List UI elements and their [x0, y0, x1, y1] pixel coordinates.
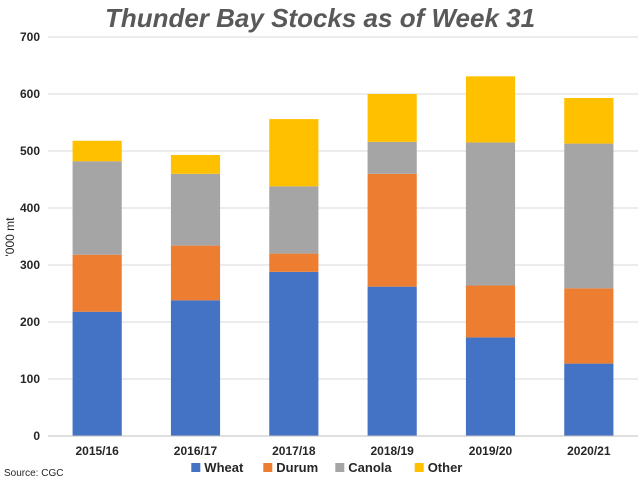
bar-segment-canola — [170, 173, 221, 246]
gridlines — [48, 36, 638, 380]
y-axis: 0 100 200 300 400 500 600 700 — [20, 30, 40, 443]
bar-segment-other — [564, 97, 614, 144]
legend-swatch-durum — [263, 463, 273, 472]
y-tick-label: 400 — [20, 201, 40, 215]
chart-title: Thunder Bay Stocks as of Week 31 — [105, 3, 535, 33]
x-tick-label: 2018/19 — [370, 444, 414, 458]
bar-segment-canola — [269, 186, 319, 254]
x-tick-label: 2019/20 — [469, 444, 513, 458]
legend-swatch-wheat — [191, 463, 201, 472]
bar-segment-canola — [367, 141, 417, 174]
legend-swatch-other — [414, 463, 424, 472]
bar-segment-other — [269, 119, 319, 187]
bar-segment-canola — [72, 161, 122, 255]
bar-segment-wheat — [170, 300, 221, 436]
y-tick-label: 100 — [20, 372, 40, 386]
bar-segment-durum — [465, 285, 516, 338]
bar-segment-wheat — [269, 271, 319, 436]
y-tick-label: 500 — [20, 144, 40, 158]
bar-segment-wheat — [465, 337, 516, 436]
y-axis-label: '000 mt — [3, 217, 17, 257]
bar-segment-wheat — [72, 311, 122, 436]
legend-swatch-canola — [335, 463, 345, 472]
bar-segment-durum — [170, 245, 221, 301]
y-tick-label: 0 — [33, 429, 40, 443]
legend: Wheat Durum Canola Other — [191, 460, 462, 475]
legend-label-canola: Canola — [348, 460, 392, 475]
x-tick-label: 2020/21 — [567, 444, 611, 458]
x-tick-label: 2017/18 — [272, 444, 316, 458]
bar-segment-wheat — [564, 363, 614, 436]
y-tick-label: 300 — [20, 258, 40, 272]
x-tick-label: 2015/16 — [75, 444, 119, 458]
x-axis: 2015/16 2016/17 2017/18 2018/19 2019/20 2020/… — [48, 435, 638, 458]
y-tick-label: 600 — [20, 87, 40, 101]
bar-segment-wheat — [367, 286, 417, 436]
legend-label-durum: Durum — [276, 460, 318, 475]
legend-label-other: Other — [428, 460, 463, 475]
y-tick-label: 700 — [20, 30, 40, 44]
bar-segment-canola — [465, 142, 516, 286]
bar-segment-other — [170, 154, 221, 174]
bar-segment-durum — [367, 173, 417, 287]
bar-segment-other — [465, 76, 516, 143]
bar-segment-other — [72, 140, 122, 162]
x-tick-label: 2016/17 — [174, 444, 218, 458]
bar-segment-durum — [564, 288, 614, 364]
bar-segment-canola — [564, 143, 614, 289]
bar-segment-other — [367, 94, 417, 142]
source-note: Source: CGC — [4, 468, 63, 479]
bar-segment-durum — [269, 253, 319, 272]
y-tick-label: 200 — [20, 315, 40, 329]
legend-label-wheat: Wheat — [204, 460, 244, 475]
bar-segment-durum — [72, 254, 122, 312]
bars — [72, 76, 614, 436]
